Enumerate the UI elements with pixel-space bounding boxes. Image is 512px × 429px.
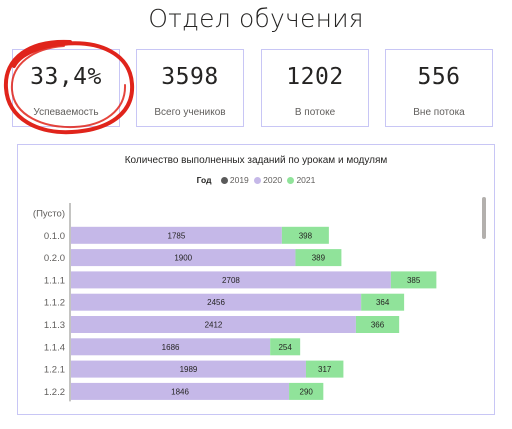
bar-segment bbox=[71, 271, 391, 289]
bar-segment bbox=[361, 293, 405, 311]
y-tick-label: 0.1.0 bbox=[44, 231, 65, 242]
y-tick-label: 1.1.4 bbox=[44, 342, 65, 353]
data-label: 1989 bbox=[180, 365, 198, 374]
data-label: 1785 bbox=[168, 231, 186, 240]
bar-segment bbox=[295, 249, 342, 267]
chart-legend: Год 2019 2020 2021 bbox=[18, 175, 494, 185]
y-tick-label: 0.2.0 bbox=[44, 253, 65, 264]
data-label: 385 bbox=[407, 276, 421, 285]
bar-segment bbox=[71, 382, 290, 400]
legend-dot-icon bbox=[220, 176, 228, 184]
y-tick-label: 1.1.1 bbox=[44, 275, 65, 286]
data-label: 366 bbox=[371, 321, 385, 330]
data-label: 254 bbox=[278, 343, 292, 352]
y-tick-label: (Пусто) bbox=[33, 209, 65, 220]
data-label: 2708 bbox=[222, 276, 240, 285]
kpi-label: Успеваемость bbox=[33, 107, 99, 118]
kpi-label: Вне потока bbox=[413, 107, 465, 118]
data-label: 1846 bbox=[171, 387, 189, 396]
y-tick-label: 1.2.2 bbox=[44, 387, 65, 398]
bar-segment bbox=[289, 382, 324, 400]
bar-segment bbox=[355, 316, 400, 333]
y-tick-label: 1.1.3 bbox=[44, 320, 65, 331]
chart-scrollbar[interactable] bbox=[482, 197, 486, 239]
kpi-card-total-students[interactable]: 3598 Всего учеников bbox=[136, 49, 244, 127]
legend-dot-icon bbox=[254, 176, 262, 184]
data-label: 317 bbox=[318, 365, 332, 374]
y-tick-label: 1.1.2 bbox=[44, 298, 65, 309]
legend-label: 2021 bbox=[296, 175, 316, 185]
legend-label: 2020 bbox=[263, 175, 283, 185]
bar-segment bbox=[71, 316, 356, 333]
bar-segment bbox=[71, 293, 362, 311]
legend-label: 2019 bbox=[229, 175, 249, 185]
kpi-value: 33,4% bbox=[30, 64, 102, 90]
data-label: 1900 bbox=[174, 254, 192, 263]
kpi-card-in-stream[interactable]: 1202 В потоке bbox=[261, 49, 369, 127]
data-label: 2412 bbox=[205, 321, 223, 330]
data-label: 1686 bbox=[162, 343, 180, 352]
data-label: 364 bbox=[376, 298, 390, 307]
bar-chart: (Пусто) 0.1.0 1785 398 0.2.0 1900 389 1.1.1 2708… bbox=[33, 203, 437, 402]
y-tick-label: 1.2.1 bbox=[44, 365, 65, 376]
bar-segment bbox=[71, 360, 306, 378]
bar-segment bbox=[305, 360, 344, 378]
kpi-value: 556 bbox=[417, 64, 461, 90]
kpi-label: В потоке bbox=[294, 107, 336, 118]
chart-title: Количество выполненных заданий по урокам… bbox=[124, 155, 388, 166]
legend-title: Год bbox=[196, 175, 212, 185]
data-label: 389 bbox=[312, 254, 326, 263]
kpi-card-out-of-stream[interactable]: 556 Вне потока bbox=[385, 49, 493, 127]
bar-segment bbox=[390, 271, 437, 289]
chart-panel[interactable]: Количество выполненных заданий по урокам… bbox=[17, 144, 495, 415]
bar-segment bbox=[281, 226, 329, 244]
kpi-label: Всего учеников bbox=[154, 107, 226, 118]
bar-segment bbox=[71, 338, 271, 356]
kpi-value: 1202 bbox=[286, 64, 344, 90]
data-label: 2456 bbox=[207, 298, 225, 307]
kpi-value: 3598 bbox=[161, 64, 219, 90]
kpi-card-success-rate[interactable]: 33,4% Успеваемость bbox=[12, 49, 120, 127]
data-label: 398 bbox=[299, 231, 313, 240]
bar-segment bbox=[71, 226, 282, 244]
page-title: Отдел обучения bbox=[148, 4, 364, 33]
legend-dot-icon bbox=[287, 176, 295, 184]
bar-segment bbox=[71, 249, 296, 267]
bar-segment bbox=[270, 338, 301, 356]
data-label: 290 bbox=[300, 387, 314, 396]
